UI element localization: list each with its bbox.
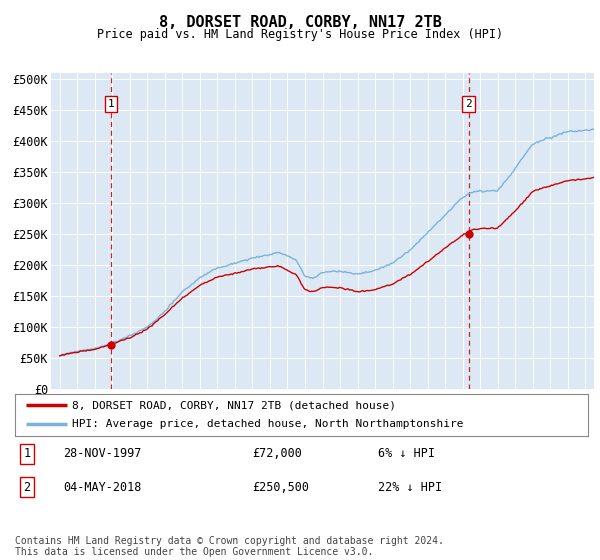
Text: 22% ↓ HPI: 22% ↓ HPI (378, 480, 442, 494)
Text: £72,000: £72,000 (252, 447, 302, 460)
Text: Contains HM Land Registry data © Crown copyright and database right 2024.
This d: Contains HM Land Registry data © Crown c… (15, 535, 444, 557)
Text: 8, DORSET ROAD, CORBY, NN17 2TB: 8, DORSET ROAD, CORBY, NN17 2TB (158, 15, 442, 30)
Text: Price paid vs. HM Land Registry's House Price Index (HPI): Price paid vs. HM Land Registry's House … (97, 28, 503, 41)
Text: HPI: Average price, detached house, North Northamptonshire: HPI: Average price, detached house, Nort… (73, 419, 464, 430)
Text: 6% ↓ HPI: 6% ↓ HPI (378, 447, 435, 460)
Text: 1: 1 (107, 99, 114, 109)
Text: 28-NOV-1997: 28-NOV-1997 (63, 447, 142, 460)
Text: 8, DORSET ROAD, CORBY, NN17 2TB (detached house): 8, DORSET ROAD, CORBY, NN17 2TB (detache… (73, 400, 397, 410)
Text: 2: 2 (465, 99, 472, 109)
Text: 2: 2 (23, 480, 31, 494)
Text: 1: 1 (23, 447, 31, 460)
Text: £250,500: £250,500 (252, 480, 309, 494)
Text: 04-MAY-2018: 04-MAY-2018 (63, 480, 142, 494)
